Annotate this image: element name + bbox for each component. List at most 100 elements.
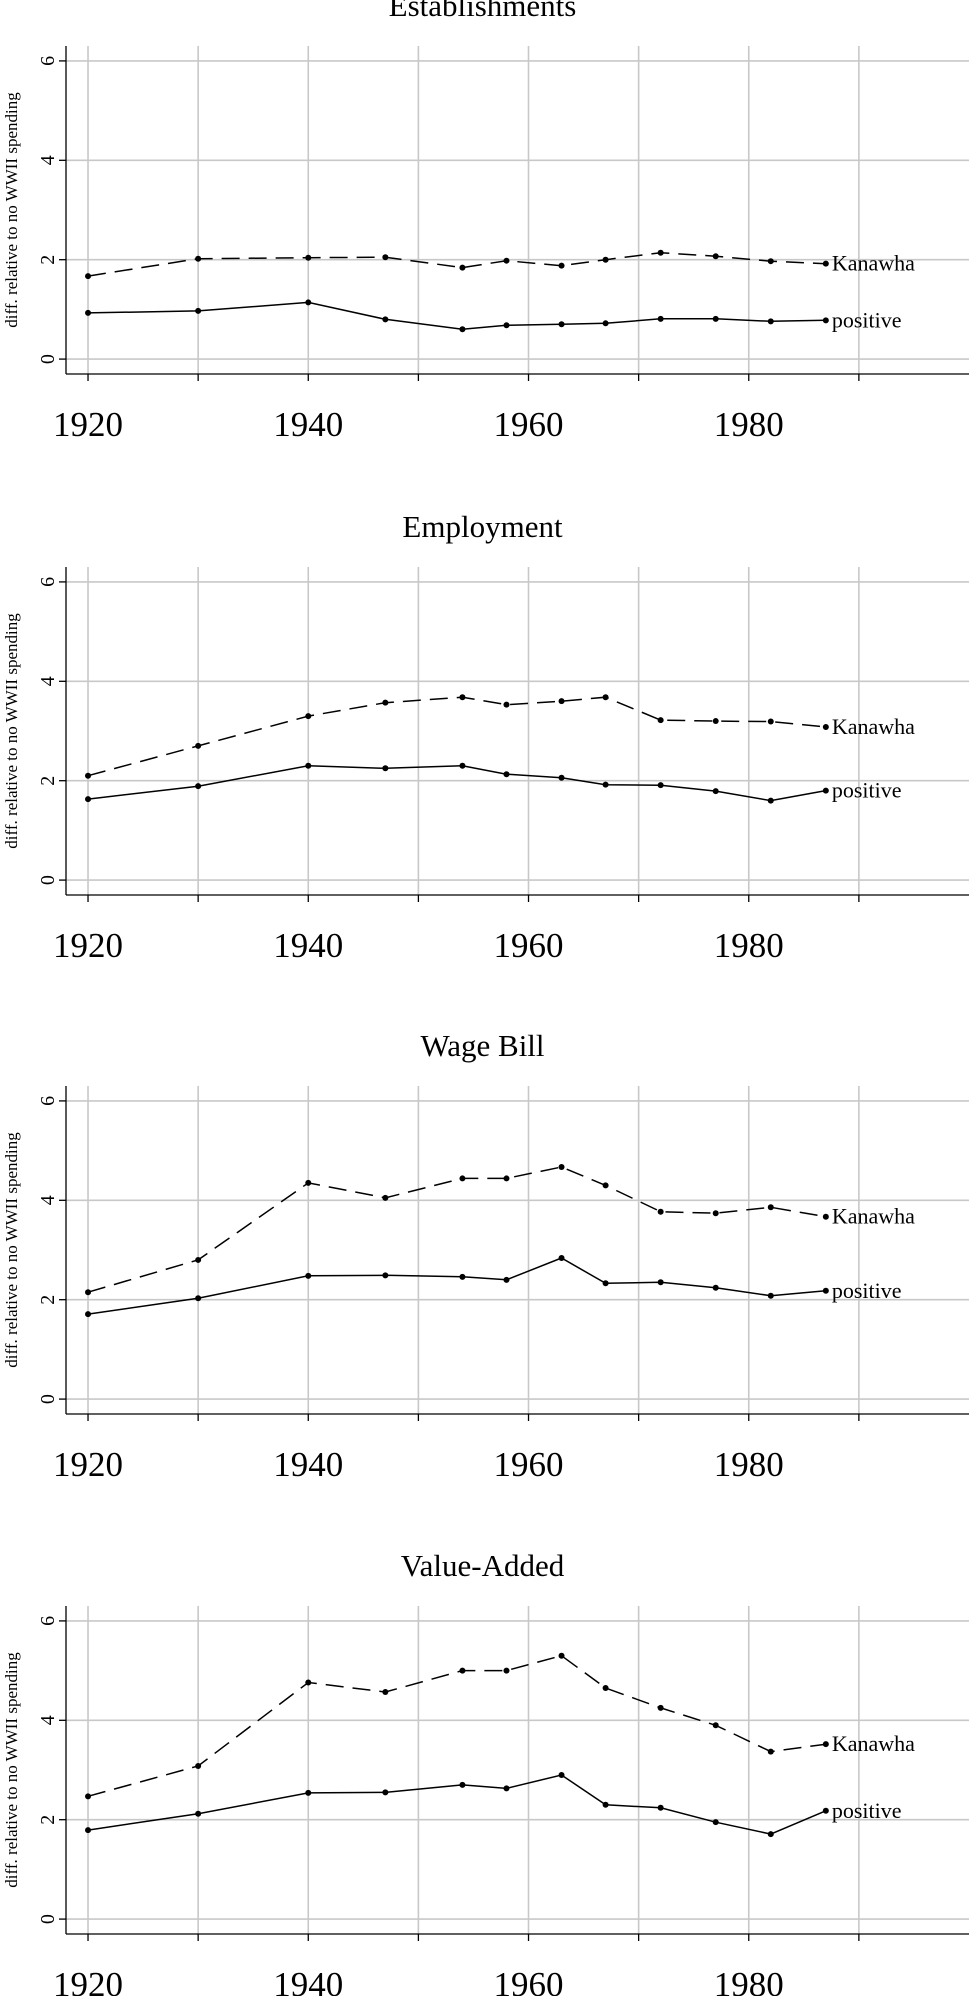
y-tick-label: 2 <box>37 1815 59 1825</box>
chart-title: Employment <box>402 509 563 544</box>
data-point <box>305 1789 312 1796</box>
data-point <box>657 315 664 322</box>
data-point <box>822 1741 829 1748</box>
data-point <box>305 299 312 306</box>
y-tick-label: 6 <box>37 1096 59 1106</box>
data-point <box>767 318 774 325</box>
data-point <box>558 774 565 781</box>
data-point <box>195 1763 202 1770</box>
data-point <box>503 1785 510 1792</box>
data-point <box>558 1254 565 1261</box>
x-tick-label: 1920 <box>53 926 123 965</box>
data-point <box>305 762 312 769</box>
data-point <box>382 1789 389 1796</box>
x-tick-label: 1960 <box>494 926 564 965</box>
data-point <box>195 1256 202 1263</box>
data-point <box>85 796 92 803</box>
data-point <box>503 701 510 708</box>
series-line-kanawha <box>87 696 826 777</box>
series-label: positive <box>832 778 902 803</box>
series-line-positive <box>87 301 826 331</box>
data-point <box>767 718 774 725</box>
series-label: positive <box>832 1278 902 1303</box>
x-tick-label: 1940 <box>273 1445 343 1484</box>
y-axis-label: diff. relative to no WWII spending <box>2 613 21 849</box>
data-point <box>305 1272 312 1279</box>
data-point <box>712 718 719 725</box>
x-tick-label: 1980 <box>714 926 784 965</box>
data-point <box>459 1667 466 1674</box>
series-positive: positive <box>85 1254 902 1318</box>
data-point <box>195 1295 202 1302</box>
data-point <box>503 1175 510 1182</box>
x-tick-label: 1960 <box>494 1445 564 1484</box>
data-point <box>459 1175 466 1182</box>
x-tick-label: 1940 <box>273 1965 343 1996</box>
y-tick-label: 2 <box>37 255 59 265</box>
data-point <box>382 1194 389 1201</box>
data-point <box>503 1667 510 1674</box>
data-point <box>85 772 92 779</box>
series-label: Kanawha <box>832 251 915 276</box>
data-point <box>459 264 466 271</box>
data-point <box>767 258 774 265</box>
data-point <box>602 1280 609 1287</box>
data-point <box>767 1292 774 1299</box>
y-tick-label: 2 <box>37 1295 59 1305</box>
data-point <box>822 1807 829 1814</box>
chart-title: Wage Bill <box>420 1028 544 1063</box>
data-point <box>602 320 609 327</box>
data-point <box>657 1804 664 1811</box>
series-kanawha: Kanawha <box>85 694 915 779</box>
data-point <box>822 1213 829 1220</box>
data-point <box>822 724 829 731</box>
x-tick-label: 1980 <box>714 1965 784 1996</box>
data-point <box>767 797 774 804</box>
data-point <box>712 1722 719 1729</box>
x-tick-label: 1920 <box>53 405 123 444</box>
data-point <box>602 1182 609 1189</box>
data-point <box>459 1781 466 1788</box>
data-point <box>195 255 202 262</box>
y-tick-label: 0 <box>37 354 59 364</box>
data-point <box>767 1204 774 1211</box>
chart-panel-1: Establishments 0 2 4 6 diff. relative to no W… <box>2 0 969 444</box>
data-point <box>195 1810 202 1817</box>
data-point <box>767 1748 774 1755</box>
data-point <box>602 1685 609 1691</box>
chart-panel-2: Employment 0 2 4 6 diff. relative to no WWII … <box>2 509 969 965</box>
y-axis-label: diff. relative to no WWII spending <box>2 1652 21 1888</box>
data-point <box>85 309 92 316</box>
data-point <box>602 1801 609 1808</box>
data-point <box>657 1704 664 1711</box>
data-point <box>712 1819 719 1826</box>
data-point <box>85 1289 92 1296</box>
x-tick-label: 1940 <box>273 405 343 444</box>
series-positive: positive <box>85 1771 902 1838</box>
y-axis-label: diff. relative to no WWII spending <box>2 1132 21 1368</box>
data-point <box>822 317 829 324</box>
data-point <box>657 249 664 256</box>
data-point <box>382 316 389 323</box>
series-line-kanawha <box>87 1654 826 1798</box>
data-point <box>657 1208 664 1215</box>
data-point <box>767 1831 774 1838</box>
data-point <box>558 1652 565 1659</box>
data-point <box>195 742 202 749</box>
data-point <box>503 771 510 778</box>
x-tick-label: 1980 <box>714 1445 784 1484</box>
data-point <box>712 1210 719 1217</box>
data-point <box>382 765 389 772</box>
series-kanawha: Kanawha <box>85 1652 915 1800</box>
data-point <box>558 1164 565 1171</box>
data-point <box>195 307 202 314</box>
series-label: Kanawha <box>832 1731 915 1756</box>
x-tick-label: 1960 <box>494 405 564 444</box>
data-point <box>382 254 389 261</box>
x-tick-label: 1940 <box>273 926 343 965</box>
x-tick-label: 1980 <box>714 405 784 444</box>
data-point <box>85 273 92 280</box>
x-tick-label: 1960 <box>494 1965 564 1996</box>
data-point <box>85 1827 92 1834</box>
y-tick-label: 0 <box>37 1394 59 1404</box>
